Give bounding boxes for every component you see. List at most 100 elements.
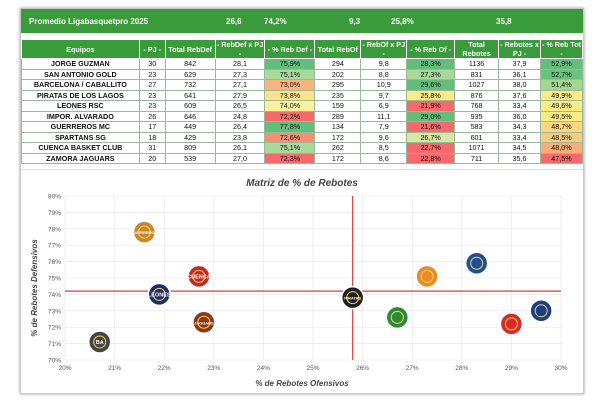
y-tick-label: 76% — [48, 259, 61, 266]
stat-cell: 31 — [138, 142, 166, 154]
stat-cell: 609 — [164, 100, 216, 112]
column-header[interactable]: - PJ - — [138, 39, 166, 59]
stat-cell: 8,5 — [360, 142, 408, 154]
table-row[interactable]: GUERREROS MC 17 449 26,4 77,8% 134 7,9 21,6% 583… — [21, 121, 584, 133]
stat-cell: 73,0% — [264, 79, 316, 91]
column-header[interactable]: - % Reb Of - — [406, 39, 456, 59]
spreadsheet: Promedio Ligabasquetpro 2025 26,6 74,2% … — [20, 8, 584, 394]
logo-ring — [137, 225, 151, 239]
stat-cell: 29,0% — [406, 110, 456, 122]
column-header[interactable]: - RebOf x PJ - — [360, 39, 408, 59]
stat-cell: 9,6 — [360, 131, 408, 143]
stat-cell: 10,9 — [360, 79, 408, 91]
team-logo-point[interactable]: JAGUARS — [192, 310, 216, 335]
logo-ring — [197, 315, 211, 329]
stat-cell: 49,9% — [539, 89, 584, 101]
column-header[interactable]: - % Reb Def - — [264, 39, 316, 59]
stat-cell: 26 — [138, 110, 166, 122]
stat-cell: 9,8 — [360, 58, 408, 70]
column-header[interactable]: - RebDef x PJ - — [214, 39, 266, 59]
stat-cell: 539 — [164, 152, 216, 164]
table-row[interactable]: PIRATAS DE LOS LAGOS 23 641 27,9 73,8% 235 9,7… — [21, 89, 584, 101]
stat-cell: 17 — [138, 121, 166, 133]
team-logo-point[interactable] — [499, 312, 524, 336]
x-tick-label: 20% — [58, 365, 71, 372]
table-row[interactable]: CUENCA BASKET CLUB 31 809 26,1 75,1% 262 8,5 22… — [21, 142, 584, 154]
stat-cell: 27,9 — [214, 89, 266, 101]
average-rebotes-pj: 35,8 — [496, 17, 512, 26]
average-label: Promedio Ligabasquetpro 2025 — [29, 17, 149, 26]
y-tick-label: 75% — [48, 276, 61, 283]
stat-cell: 134 — [314, 121, 362, 133]
table-row[interactable]: IMPOR. ALVARADO 26 646 24,8 72,2% 289 11,1 29,0… — [21, 110, 584, 122]
logo-ring — [346, 291, 360, 305]
stat-cell: 49,6% — [539, 100, 584, 112]
team-logo-point[interactable]: PIRATAS — [340, 285, 365, 310]
stat-cell: 9,7 — [360, 89, 408, 101]
team-logo-point[interactable] — [385, 305, 410, 330]
y-tick-label: 79% — [48, 210, 61, 217]
team-logo-icon — [529, 299, 553, 323]
table-row[interactable]: ZAMORA JAGUARS 20 539 27,0 72,3% 172 8,6 22,8% 7… — [21, 152, 584, 164]
stat-cell: 22,8% — [406, 152, 456, 164]
stat-cell: 11,1 — [360, 110, 408, 122]
rebound-matrix-chart: Matriz de % de Rebotes % de Rebotes Ofen… — [21, 169, 583, 394]
table-row[interactable]: LEONES RSC 23 609 26,5 74,0% 159 6,9 21,9% 768 33… — [21, 100, 584, 112]
stat-cell: 831 — [454, 68, 500, 80]
stat-cell: 27,0 — [214, 152, 266, 164]
table-body: JORGE GUZMAN 30 842 28,1 75,9% 294 9,8 28,3% 113… — [21, 58, 584, 164]
table-row[interactable]: SAN ANTONIO GOLD 23 629 27,3 75,1% 202 8,8 27,3… — [21, 68, 584, 80]
team-logo-point[interactable]: GUERREROS — [131, 220, 158, 244]
stat-cell: 876 — [454, 89, 500, 101]
chart-svg: Matriz de % de Rebotes % de Rebotes Ofen… — [30, 178, 568, 388]
stat-cell: 18 — [138, 131, 166, 143]
column-header[interactable]: Total Rebotes — [454, 39, 500, 59]
team-logo-point[interactable]: CUENCA — [187, 264, 211, 289]
x-tick-label: 28% — [455, 365, 468, 372]
y-tick-label: 72% — [48, 325, 61, 332]
stat-cell: 27 — [138, 79, 166, 91]
chart-grid — [64, 195, 562, 361]
x-tick-label: 29% — [505, 365, 518, 372]
column-header[interactable]: Total RebOf — [314, 39, 362, 59]
column-header[interactable]: Total RebDef — [164, 39, 216, 59]
column-header[interactable]: - Rebotes x PJ - — [498, 39, 541, 59]
stat-cell: 262 — [314, 142, 362, 154]
team-logo-icon — [187, 264, 211, 289]
average-rebof-pj: 9,3 — [349, 17, 361, 26]
stat-cell: 809 — [164, 142, 216, 154]
team-name-cell: GUERREROS MC — [21, 121, 140, 133]
stat-cell: 22,7% — [406, 142, 456, 154]
stat-cell: 1027 — [454, 79, 500, 91]
team-logo-point[interactable]: BA — [87, 330, 112, 354]
y-tick-label: 70% — [48, 358, 61, 365]
table-row[interactable]: SPARTANS SG 18 429 23,8 72,6% 172 9,6 26,7% 601 3… — [21, 131, 584, 143]
chart-points: PIRATAS LEONES GUERREROS CUENCA JAGUARS BA — [87, 220, 553, 354]
column-header[interactable]: Equipos — [21, 39, 140, 59]
team-name-cell: LEONES RSC — [21, 100, 140, 112]
y-tick-label: 77% — [48, 243, 61, 250]
table-row[interactable]: BARCELONA / CABALLITO 27 732 27,1 73,0% 295 10… — [21, 79, 584, 91]
team-logo-point[interactable] — [529, 299, 553, 323]
stat-cell: 36,0 — [498, 110, 541, 122]
y-tick-label: 73% — [48, 308, 61, 315]
stat-cell: 48,0% — [539, 142, 584, 154]
stat-cell: 48,5% — [539, 131, 584, 143]
logo-text: JAGUARS — [194, 320, 214, 325]
stat-cell: 1071 — [454, 142, 500, 154]
column-header[interactable]: - % Reb Tot - — [539, 39, 584, 59]
team-logo-point[interactable] — [415, 264, 439, 289]
team-logo-icon — [192, 310, 216, 335]
team-name-cell: IMPOR. ALVARADO — [21, 110, 140, 122]
team-logo-point[interactable] — [464, 251, 489, 275]
stat-cell: 202 — [314, 68, 362, 80]
logo-ring — [504, 317, 518, 331]
team-name-cell: CUENCA BASKET CLUB — [21, 142, 140, 154]
team-logo-icon — [87, 330, 112, 354]
stat-cell: 8,6 — [360, 152, 408, 164]
stat-cell: 75,1% — [264, 142, 316, 154]
stat-cell: 935 — [454, 110, 500, 122]
team-logo-point[interactable]: LEONES — [147, 282, 171, 307]
table-row[interactable]: JORGE GUZMAN 30 842 28,1 75,9% 294 9,8 28,3% 113… — [21, 58, 584, 70]
stat-cell: 27,3 — [214, 68, 266, 80]
